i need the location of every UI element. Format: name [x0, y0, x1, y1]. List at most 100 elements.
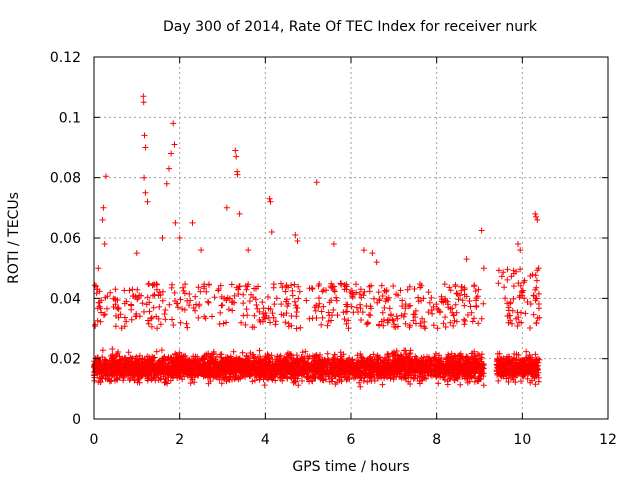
data-point: [440, 320, 447, 327]
data-point: [167, 377, 174, 384]
data-point: [533, 213, 539, 220]
data-point: [144, 377, 151, 384]
data-point: [232, 365, 239, 372]
data-point: [341, 368, 348, 375]
data-point: [282, 319, 289, 326]
data-point: [312, 307, 319, 314]
data-point: [374, 299, 381, 306]
data-point: [91, 282, 98, 289]
data-point: [522, 370, 529, 377]
data-point: [356, 372, 363, 379]
data-point: [480, 382, 487, 389]
data-point: [172, 350, 179, 357]
data-point: [179, 376, 186, 383]
data-point: [313, 369, 320, 376]
data-point: [458, 283, 465, 290]
data-point: [337, 366, 344, 373]
data-point: [366, 357, 373, 364]
data-point: [177, 370, 184, 377]
data-point: [198, 369, 205, 376]
data-point: [518, 309, 524, 316]
data-point: [163, 180, 170, 187]
data-point: [444, 298, 451, 305]
data-point: [299, 365, 306, 372]
data-point: [533, 277, 540, 284]
data-point: [353, 281, 359, 288]
data-point: [135, 375, 142, 382]
data-point: [162, 307, 169, 313]
data-point: [468, 370, 475, 377]
y-tick-label: 0.06: [50, 231, 81, 247]
data-point: [407, 302, 414, 309]
data-point: [238, 319, 245, 326]
data-point: [242, 282, 249, 289]
data-point: [204, 298, 211, 305]
data-point: [132, 313, 139, 320]
data-point: [368, 282, 375, 289]
data-point: [195, 284, 202, 291]
data-point: [310, 374, 317, 380]
data-point: [450, 312, 457, 319]
data-point: [112, 286, 119, 293]
data-point: [223, 374, 230, 381]
data-point: [164, 369, 171, 376]
data-point: [144, 198, 151, 205]
data-point: [494, 350, 501, 357]
data-point: [405, 303, 412, 310]
data-point: [230, 369, 237, 376]
data-point: [137, 366, 144, 373]
data-point: [108, 355, 115, 362]
data-point: [532, 210, 539, 217]
data-point: [109, 354, 116, 361]
y-tick-label: 0.1: [59, 110, 81, 126]
data-point: [242, 321, 249, 328]
data-point: [360, 292, 367, 299]
data-point: [234, 171, 241, 178]
data-point: [414, 374, 421, 381]
data-point: [103, 173, 109, 180]
data-point: [291, 298, 298, 305]
data-point: [358, 361, 365, 368]
data-point: [467, 303, 474, 310]
data-point: [257, 353, 263, 360]
data-point: [327, 367, 334, 374]
data-point: [387, 375, 394, 382]
data-point: [341, 316, 348, 323]
data-point: [367, 353, 374, 360]
data-point: [236, 283, 242, 290]
data-point: [321, 356, 328, 363]
data-point: [302, 348, 309, 355]
data-point: [324, 322, 331, 329]
data-point: [338, 378, 345, 385]
data-point: [182, 281, 189, 288]
data-point: [213, 369, 220, 376]
data-point: [287, 374, 294, 381]
data-point: [460, 363, 467, 370]
data-point: [279, 284, 286, 291]
data-point: [210, 348, 217, 355]
y-axis-label: ROTI / TECUs: [6, 192, 22, 284]
data-point: [91, 368, 98, 375]
data-point: [533, 284, 540, 291]
data-point: [128, 306, 135, 313]
data-point: [111, 377, 118, 384]
data-point: [100, 312, 107, 319]
data-point: [453, 290, 460, 297]
data-point: [162, 316, 169, 323]
data-point: [300, 371, 307, 378]
data-point: [528, 377, 535, 384]
data-point: [171, 141, 178, 148]
data-point: [240, 291, 247, 298]
data-point: [426, 299, 433, 306]
data-point: [371, 295, 377, 302]
data-point: [515, 314, 522, 321]
data-point: [392, 324, 399, 331]
data-point: [146, 308, 153, 315]
data-point: [125, 349, 132, 356]
x-tick-label: 8: [432, 432, 441, 448]
data-point: [259, 360, 266, 367]
data-point: [449, 305, 456, 312]
data-point: [367, 365, 374, 372]
data-point: [494, 358, 501, 365]
data-point: [216, 321, 223, 327]
